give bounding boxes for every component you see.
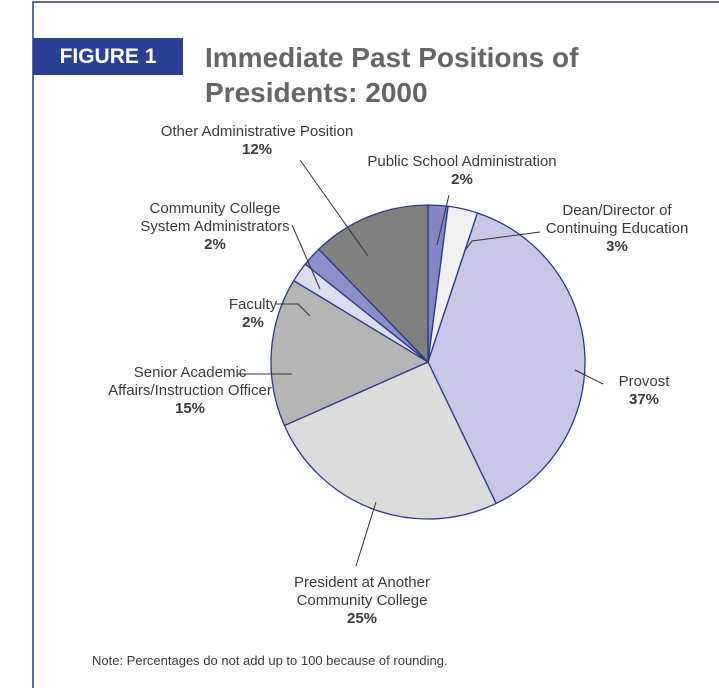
value-label: 25% <box>347 610 377 627</box>
figure-label: FIGURE 1 <box>60 45 157 68</box>
leader-line <box>574 369 604 385</box>
value-label: 2% <box>204 236 226 253</box>
note: Note: Percentages do not add up to 100 b… <box>92 653 448 668</box>
chart-title: Immediate Past Positions of Presidents: 2… <box>205 42 579 108</box>
figure-badge <box>33 38 183 75</box>
value-label: 2% <box>242 314 264 331</box>
slice-label: Community College System Administrators <box>140 200 289 235</box>
slice-label: Dean/Director of Continuing Education <box>546 202 689 237</box>
value-label: 12% <box>242 141 272 158</box>
pie-slice <box>317 204 429 364</box>
slice-label: Senior Academic Affairs/Instruction Offic… <box>108 364 272 399</box>
leader-line <box>276 303 311 317</box>
leader-line <box>299 159 369 257</box>
pie-slice <box>270 279 430 427</box>
slice-label: Other Administrative Position <box>161 123 354 140</box>
value-label: 37% <box>629 391 659 408</box>
leader-line <box>355 501 377 567</box>
leader-line <box>463 231 541 253</box>
value-label: 15% <box>175 400 205 417</box>
frame <box>32 1 719 688</box>
slice-label: Public School Administration <box>367 153 556 170</box>
slice-label: Provost <box>619 373 671 390</box>
value-label: 2% <box>451 171 473 188</box>
leader-line <box>436 194 450 246</box>
leader-line <box>291 224 321 290</box>
slice-label: Faculty <box>229 296 278 313</box>
slice-label: President at Another Community College <box>294 574 430 609</box>
value-label: 3% <box>606 238 628 255</box>
